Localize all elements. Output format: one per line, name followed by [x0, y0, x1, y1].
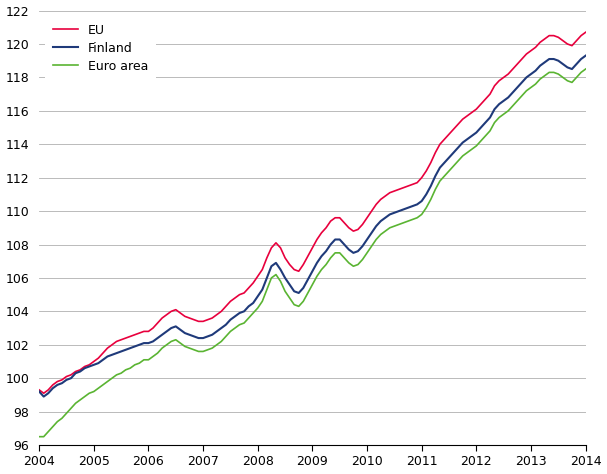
Euro area [377, 232, 384, 237]
Euro area [546, 70, 553, 75]
Euro area [268, 275, 275, 281]
Legend: EU, Finland, Euro area: EU, Finland, Euro area [46, 17, 156, 81]
Euro area [404, 218, 412, 224]
Euro area [582, 66, 589, 72]
Euro area [163, 342, 171, 347]
EU [273, 240, 280, 246]
EU [409, 182, 416, 187]
EU [40, 391, 47, 396]
Finland [382, 215, 389, 220]
EU [582, 29, 589, 35]
EU [550, 33, 557, 38]
Line: Finland: Finland [39, 55, 586, 397]
Finland [168, 325, 175, 331]
Finland [40, 394, 47, 400]
EU [95, 356, 102, 361]
Finland [550, 56, 557, 62]
Finland [273, 260, 280, 266]
Line: Euro area: Euro area [39, 69, 586, 437]
Finland [36, 389, 43, 394]
Line: EU: EU [39, 32, 586, 393]
EU [168, 309, 175, 314]
Finland [409, 203, 416, 209]
EU [382, 193, 389, 199]
Finland [582, 53, 589, 58]
Euro area [36, 434, 43, 439]
Finland [95, 360, 102, 366]
Euro area [90, 389, 98, 394]
EU [36, 387, 43, 393]
